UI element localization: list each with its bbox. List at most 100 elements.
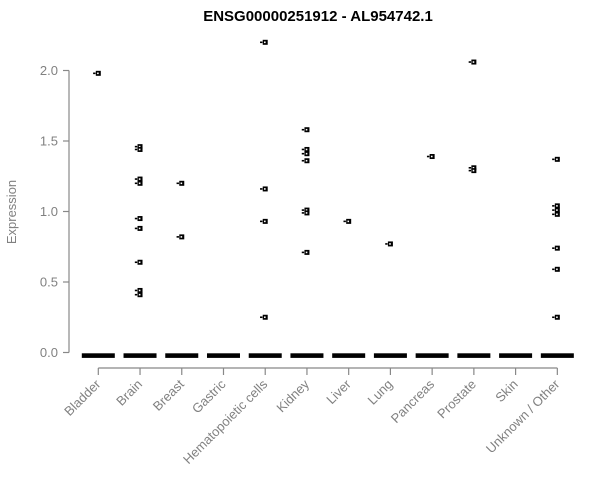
x-tick-label: Bladder: [61, 376, 104, 419]
x-tick-label: Unknown / Other: [483, 376, 563, 456]
zero-cluster-bar: [415, 353, 449, 358]
data-point-dash: [468, 169, 472, 172]
data-point-dash: [301, 128, 305, 131]
y-tick-label: 0.0: [40, 345, 58, 360]
data-point-dash: [134, 217, 138, 220]
data-point-core: [138, 178, 141, 180]
data-point-core: [138, 217, 141, 220]
data-point-core: [264, 316, 266, 319]
data-point-dash: [301, 159, 305, 162]
data-point-dash: [134, 261, 138, 264]
data-point-core: [556, 158, 558, 161]
x-tick-label: Liver: [323, 376, 354, 407]
x-tick-label: Lung: [364, 377, 395, 408]
data-point-core: [305, 209, 308, 211]
data-point-core: [305, 152, 308, 155]
y-tick-label: 1.0: [40, 204, 58, 219]
data-point-dash: [552, 209, 555, 211]
data-point-core: [138, 148, 141, 151]
data-point-core: [264, 41, 266, 44]
chart-title: ENSG00000251912 - AL954742.1: [203, 8, 433, 25]
data-point-dash: [301, 152, 305, 155]
zero-cluster-bar: [81, 353, 115, 358]
data-point-dash: [134, 178, 138, 180]
data-point-dash: [260, 188, 263, 190]
data-point-core: [556, 316, 558, 319]
data-point-core: [138, 227, 141, 230]
data-point-core: [556, 268, 558, 271]
data-point-dash: [93, 72, 96, 75]
data-point-dash: [426, 155, 430, 158]
data-point-dash: [134, 227, 138, 230]
data-point-core: [347, 220, 350, 223]
data-point-dash: [552, 316, 555, 319]
data-point-core: [138, 261, 141, 264]
x-tick-label: Prostate: [434, 377, 479, 422]
data-point-core: [138, 289, 141, 292]
data-point-core: [180, 236, 183, 238]
data-point-dash: [134, 289, 138, 292]
data-point-dash: [552, 205, 555, 207]
data-point-core: [556, 209, 558, 211]
data-point-dash: [260, 41, 263, 44]
zero-cluster-bar: [248, 353, 282, 358]
data-point-dash: [176, 182, 179, 185]
x-tick-label: Pancreas: [388, 376, 438, 426]
data-point-dash: [301, 148, 305, 151]
x-tick-label: Breast: [150, 376, 187, 413]
data-point-core: [389, 243, 391, 245]
data-point-core: [472, 169, 475, 172]
data-point-core: [305, 212, 308, 214]
data-point-dash: [301, 251, 305, 254]
data-point-dash: [134, 293, 138, 296]
data-point-dash: [552, 213, 555, 216]
data-point-core: [305, 148, 308, 151]
zero-cluster-bar: [540, 353, 574, 358]
x-tick-label: Gastric: [189, 376, 229, 416]
x-tick-label: Kidney: [273, 376, 312, 415]
zero-cluster-bar: [123, 353, 157, 358]
data-point-dash: [260, 220, 263, 223]
data-point-core: [264, 220, 266, 223]
x-tick-label: Skin: [492, 377, 520, 405]
data-point-dash: [468, 166, 472, 169]
data-point-core: [556, 247, 558, 249]
y-tick-label: 0.5: [40, 275, 58, 290]
data-point-core: [472, 61, 475, 63]
data-point-core: [138, 145, 141, 148]
data-point-core: [305, 159, 308, 162]
zero-cluster-bar: [165, 353, 199, 358]
data-point-core: [138, 182, 141, 185]
zero-cluster-bar: [206, 353, 240, 358]
data-point-dash: [552, 268, 555, 271]
data-point-core: [97, 72, 99, 75]
zero-cluster-bar: [373, 353, 407, 358]
data-point-core: [264, 188, 266, 190]
zero-cluster-bar: [332, 353, 366, 358]
data-point-core: [472, 166, 475, 169]
data-point-dash: [468, 61, 472, 63]
data-point-core: [305, 128, 308, 131]
data-point-dash: [343, 220, 346, 223]
data-point-dash: [260, 316, 263, 319]
data-point-dash: [301, 209, 305, 211]
x-tick-label: Brain: [113, 377, 145, 409]
data-point-core: [138, 293, 141, 296]
data-point-dash: [134, 182, 138, 185]
data-point-dash: [301, 212, 305, 214]
data-point-core: [556, 205, 558, 207]
data-point-core: [305, 251, 308, 254]
data-point-dash: [134, 148, 138, 151]
y-tick-label: 2.0: [40, 63, 58, 78]
zero-cluster-bar: [290, 353, 324, 358]
data-point-core: [556, 213, 558, 216]
y-axis-title: Expression: [4, 180, 19, 244]
y-tick-label: 1.5: [40, 134, 58, 149]
data-point-dash: [552, 158, 555, 161]
data-point-core: [180, 182, 183, 185]
data-point-core: [430, 155, 433, 158]
zero-cluster-bar: [499, 353, 533, 358]
data-point-dash: [176, 236, 179, 238]
